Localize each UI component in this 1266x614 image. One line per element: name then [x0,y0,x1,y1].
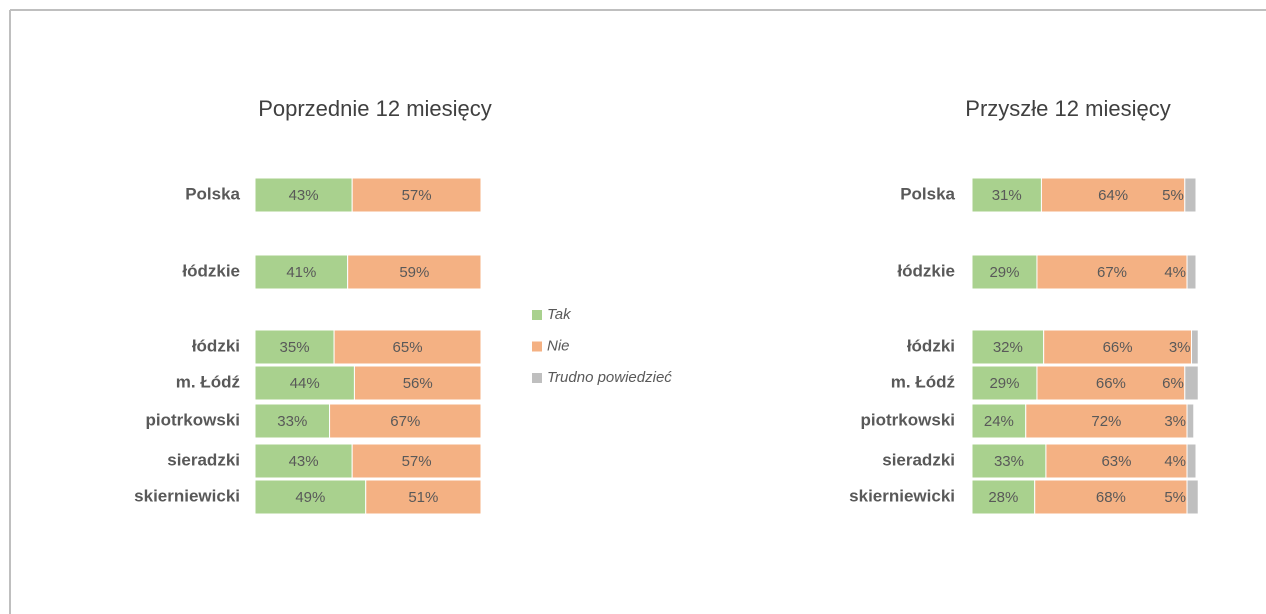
value-label: 51% [408,489,438,506]
legend-swatch [532,341,542,352]
value-label: 72% [1091,413,1121,430]
category-label: łódzki [192,336,240,355]
bar-segment [254,254,349,290]
category-label: skierniewicki [849,486,955,505]
value-label: 3% [1164,413,1186,430]
value-label: 4% [1164,453,1186,470]
value-label: 33% [277,413,307,430]
value-label: 66% [1096,375,1126,392]
category-label: Polska [900,184,955,203]
value-label: 43% [289,453,319,470]
bar-segment [971,479,1036,515]
value-label: 43% [289,187,319,204]
bar-segment [971,403,1027,439]
bar-segment [365,479,482,515]
bar-segment [351,443,482,479]
value-label: 29% [989,375,1019,392]
value-label: 33% [994,453,1024,470]
bar-segment [971,177,1042,213]
bar-segment [1045,443,1188,479]
value-label: 5% [1162,187,1184,204]
bar-segment [254,365,355,401]
category-label: m. Łódź [891,372,955,391]
value-label: 56% [403,375,433,392]
category-label: skierniewicki [134,486,240,505]
bar-segment [1025,403,1188,439]
category-label: łódzkie [182,261,240,280]
bar-segment [254,403,331,439]
chart-title: Przyszłe 12 miesięcy [965,96,1170,121]
bar-segment [1186,479,1199,515]
bar-segment [254,177,353,213]
bar-segment [1184,365,1199,401]
value-label: 57% [402,453,432,470]
value-label: 64% [1098,187,1128,204]
value-label: 67% [390,413,420,430]
category-label: piotrkowski [146,410,240,429]
legend-label: Nie [547,337,570,354]
category-label: piotrkowski [861,410,955,429]
bar-segment [353,365,482,401]
bar-segment [1184,177,1197,213]
value-label: 66% [1103,339,1133,356]
value-label: 28% [988,489,1018,506]
bar-segment [1186,403,1195,439]
value-label: 59% [399,264,429,281]
bar-segment [254,443,353,479]
bar-segment [351,177,482,213]
value-label: 6% [1162,375,1184,392]
value-label: 5% [1164,489,1186,506]
value-label: 4% [1164,264,1186,281]
bar-segment [971,365,1038,401]
legend-swatch [532,310,542,320]
bar-segment [347,254,482,290]
value-label: 44% [290,375,320,392]
value-label: 49% [295,489,325,506]
bar-segment [1040,177,1186,213]
chart-title: Poprzednie 12 miesięcy [258,96,492,121]
bar-segment [329,403,482,439]
value-label: 29% [989,264,1019,281]
value-label: 57% [402,187,432,204]
bar-segment [1191,329,1199,365]
bar-segment [971,254,1038,290]
value-label: 67% [1097,264,1127,281]
category-label: Polska [185,184,240,203]
bar-segment [1036,365,1186,401]
value-label: 68% [1096,489,1126,506]
value-label: 32% [993,339,1023,356]
value-label: 35% [280,339,310,356]
value-label: 3% [1169,339,1191,356]
value-label: 65% [393,339,423,356]
bar-segment [1036,254,1188,290]
value-label: 41% [286,264,316,281]
legend-swatch [532,373,542,383]
legend-label: Tak [547,306,572,323]
value-label: 31% [992,187,1022,204]
bar-segment [1186,254,1197,290]
value-label: 63% [1101,453,1131,470]
category-label: sieradzki [882,450,955,469]
value-label: 24% [984,413,1014,430]
category-label: m. Łódź [176,372,240,391]
category-label: sieradzki [167,450,240,469]
legend-label: Trudno powiedzieć [547,369,672,386]
category-label: łódzki [907,336,955,355]
bar-segment [1186,443,1197,479]
bar-segment [1043,329,1193,365]
bar-segment [333,329,482,365]
category-label: łódzkie [897,261,955,280]
